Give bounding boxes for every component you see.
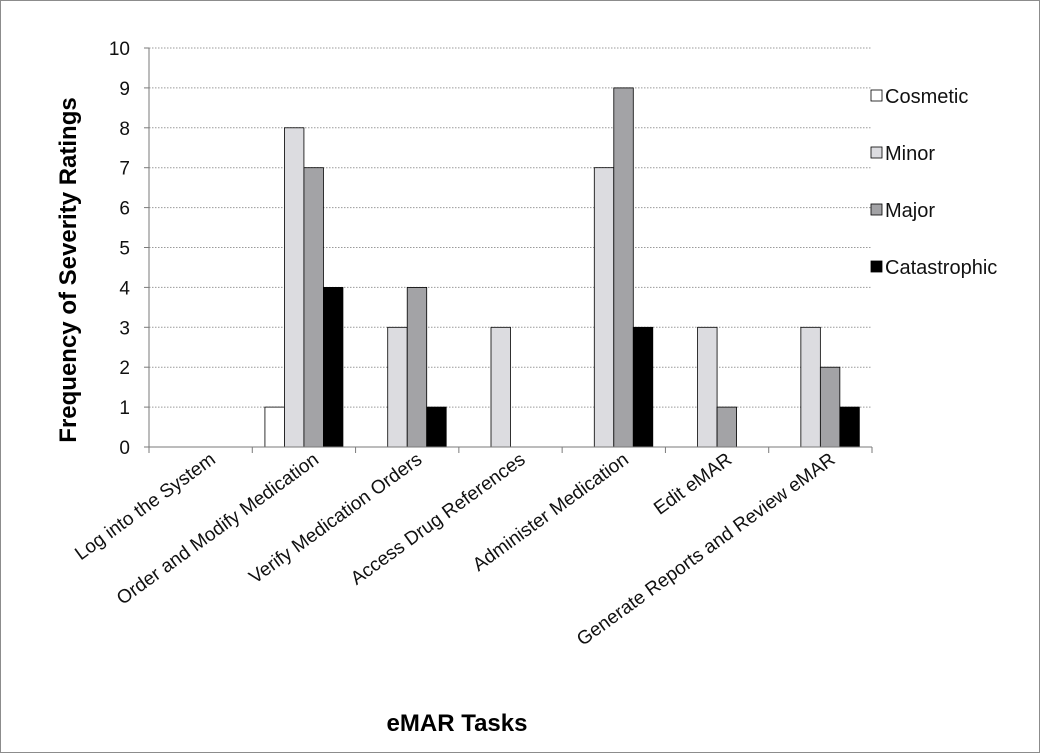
legend-swatch-major: [870, 203, 883, 216]
legend-swatch-catastrophic: [870, 260, 883, 273]
legend: Cosmetic Minor Major Catastrophic: [870, 86, 997, 279]
x-tick-label: Edit eMAR: [650, 449, 736, 519]
legend-swatch-minor: [870, 146, 883, 159]
legend-swatch-cosmetic: [870, 89, 883, 102]
y-tick-label: 1: [119, 398, 130, 419]
y-tick-labels: 0 1 2 3 4 5 6 7 8 9 10: [109, 39, 131, 459]
legend-label-major: Major: [885, 200, 935, 222]
y-tick-label: 3: [119, 318, 130, 339]
legend-label-catastrophic: Catastrophic: [885, 257, 997, 279]
y-tick-label: 5: [119, 239, 130, 260]
bar-major: [819, 366, 841, 448]
y-axis-title: Frequency of Severity Ratings: [55, 97, 82, 442]
x-tick-label: Order and Modify Medication: [113, 449, 323, 609]
bar-catastrophic: [323, 286, 344, 448]
bar-minor: [593, 167, 615, 448]
x-axis-title: eMAR Tasks: [387, 710, 528, 737]
y-tick-label: 0: [119, 438, 130, 459]
bar-cosmetic: [264, 406, 285, 448]
axes: [144, 47, 873, 453]
y-tick-label: 7: [119, 159, 130, 180]
bar-minor: [387, 326, 408, 448]
x-tick-label: Access Drug References: [347, 449, 529, 590]
y-tick-label: 2: [119, 358, 130, 379]
bar-major: [406, 286, 428, 448]
y-tick-label: 10: [109, 39, 130, 60]
bar-minor: [490, 326, 511, 448]
legend-label-cosmetic: Cosmetic: [885, 86, 968, 108]
y-tick-label: 6: [119, 199, 130, 220]
bar-major: [613, 87, 634, 448]
legend-label-minor: Minor: [885, 143, 935, 165]
bar-minor: [284, 127, 305, 448]
bar-major: [716, 406, 737, 448]
bar-catastrophic: [839, 406, 860, 448]
bar-catastrophic: [426, 406, 447, 448]
y-tick-label: 4: [119, 278, 130, 299]
bars: [264, 87, 860, 448]
bar-catastrophic: [632, 326, 654, 448]
bar-minor: [697, 326, 718, 448]
bar-minor: [800, 326, 821, 448]
y-tick-label: 8: [119, 119, 130, 140]
x-tick-label: Verify Medication Orders: [246, 449, 427, 588]
y-tick-label: 9: [119, 79, 130, 100]
bar-major: [303, 167, 324, 448]
